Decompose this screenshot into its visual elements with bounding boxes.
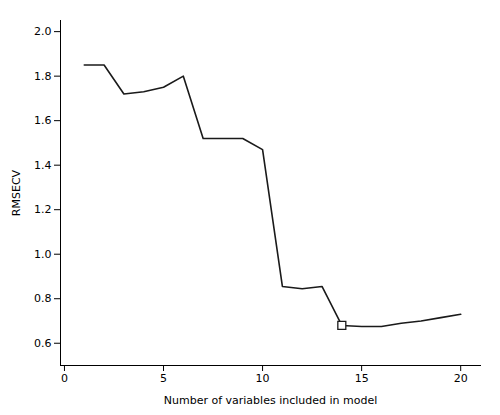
svg-text:1.8: 1.8	[34, 70, 52, 83]
svg-text:5: 5	[160, 372, 167, 385]
svg-text:0.8: 0.8	[34, 292, 52, 305]
svg-text:15: 15	[355, 372, 369, 385]
svg-text:2.0: 2.0	[34, 25, 52, 38]
svg-text:0.6: 0.6	[34, 337, 52, 350]
svg-text:1.6: 1.6	[34, 114, 52, 127]
svg-text:10: 10	[256, 372, 270, 385]
svg-text:1.4: 1.4	[34, 159, 52, 172]
svg-text:1.2: 1.2	[34, 203, 52, 216]
svg-text:Number of variables included i: Number of variables included in model	[164, 394, 378, 407]
svg-text:RMSECV: RMSECV	[10, 169, 23, 216]
svg-text:1.0: 1.0	[34, 248, 52, 261]
svg-text:20: 20	[454, 372, 468, 385]
svg-text:0: 0	[61, 372, 68, 385]
